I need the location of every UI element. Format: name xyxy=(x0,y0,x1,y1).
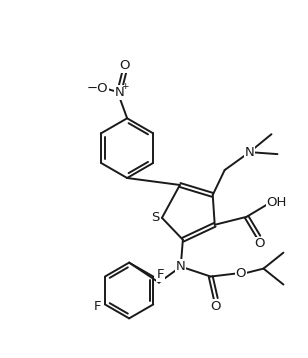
Text: O: O xyxy=(254,237,265,250)
Text: S: S xyxy=(151,211,159,224)
Text: N: N xyxy=(114,86,124,99)
Text: O: O xyxy=(210,300,221,313)
Text: −O: −O xyxy=(87,82,108,95)
Text: O: O xyxy=(235,267,246,280)
Text: OH: OH xyxy=(266,197,287,209)
Text: N: N xyxy=(245,146,254,159)
Text: N: N xyxy=(176,260,186,273)
Text: F: F xyxy=(93,300,101,313)
Text: +: + xyxy=(121,82,129,91)
Text: F: F xyxy=(156,268,164,281)
Text: O: O xyxy=(119,59,129,72)
